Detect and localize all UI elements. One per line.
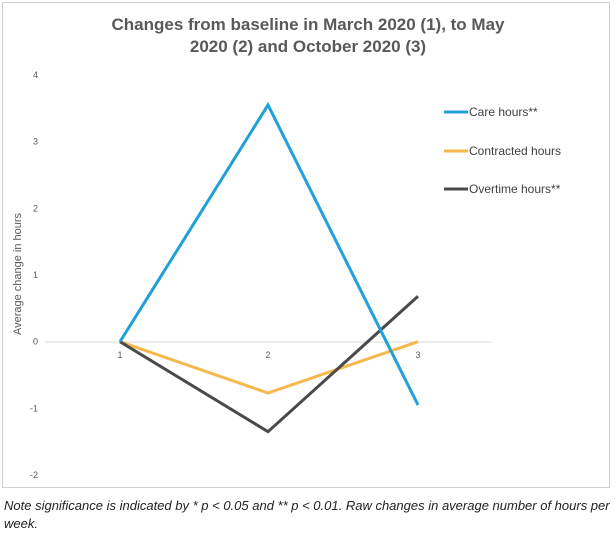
series-lines [118,101,420,434]
y-tick-label: -1 [30,403,38,413]
legend: Care hours** Contracted hours Overtime hou… [444,105,561,196]
chart-title-line2: 2020 (2) and October 2020 (3) [189,37,427,56]
y-tick-label: 2 [33,203,38,213]
x-tick-label: 2 [265,350,270,360]
y-axis-label: Average change in hours [12,212,24,335]
y-tick-labels: -2 -1 0 1 2 3 4 [30,70,38,480]
y-tick-label: 3 [33,137,38,147]
y-tick-label: 1 [33,270,38,280]
chart-title-line1: Changes from baseline in March 2020 (1),… [111,15,505,34]
legend-label: Contracted hours [469,144,561,158]
y-tick-label: 4 [33,70,38,80]
series-line [118,101,420,406]
x-tick-label: 3 [415,350,420,360]
x-tick-labels: 1 2 3 [117,350,420,360]
legend-label: Care hours** [469,105,538,119]
x-tick-label: 1 [117,350,122,360]
series-line [119,340,419,395]
y-tick-label: 0 [33,337,38,347]
chart-title: Changes from baseline in March 2020 (1),… [0,14,616,58]
series-line [119,295,420,434]
y-tick-label: -2 [30,470,38,480]
footnote: Note significance is indicated by * p < … [4,498,610,531]
legend-label: Overtime hours** [469,182,561,196]
chart-frame [2,2,610,488]
